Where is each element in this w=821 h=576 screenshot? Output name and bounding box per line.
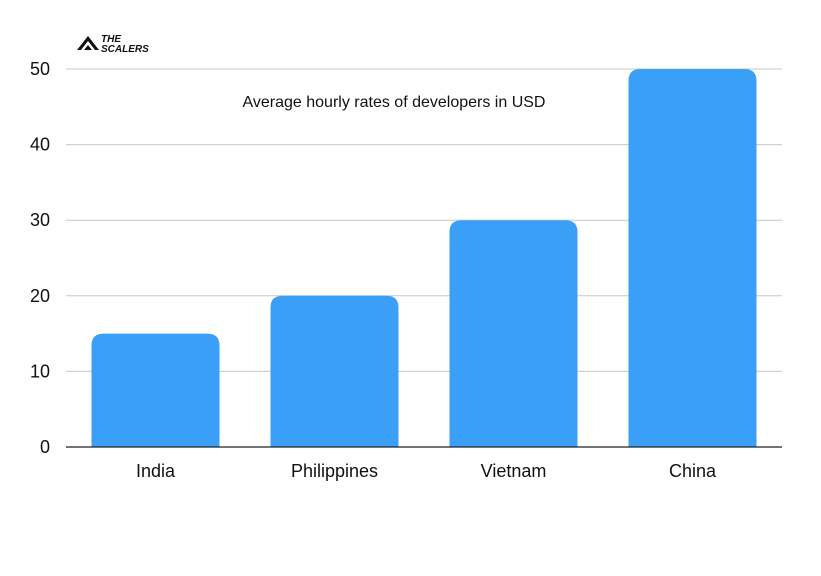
bar-vietnam: [449, 220, 578, 447]
x-axis-tick-labels: India Philippines Vietnam China: [136, 461, 717, 481]
bars: [91, 69, 757, 447]
bar-philippines: [270, 295, 399, 447]
y-tick-label: 10: [30, 361, 50, 381]
y-tick-label: 30: [30, 210, 50, 230]
y-axis-tick-labels: 0 10 20 30 40 50: [30, 59, 50, 457]
x-tick-label-vietnam: Vietnam: [481, 461, 547, 481]
x-tick-label-philippines: Philippines: [291, 461, 378, 481]
x-tick-label-china: China: [669, 461, 717, 481]
logo-mark-icon: [77, 36, 99, 50]
x-tick-label-india: India: [136, 461, 176, 481]
y-tick-label: 50: [30, 59, 50, 79]
bar-india: [91, 333, 220, 447]
logo-text-line1: THE: [101, 34, 121, 45]
the-scalers-logo: THE SCALERS: [77, 34, 149, 55]
y-tick-label: 20: [30, 286, 50, 306]
bar-china: [628, 69, 757, 447]
logo-text-line2: SCALERS: [101, 44, 149, 55]
y-tick-label: 40: [30, 135, 50, 155]
y-tick-label: 0: [40, 437, 50, 457]
chart-title: Average hourly rates of developers in US…: [243, 94, 546, 111]
